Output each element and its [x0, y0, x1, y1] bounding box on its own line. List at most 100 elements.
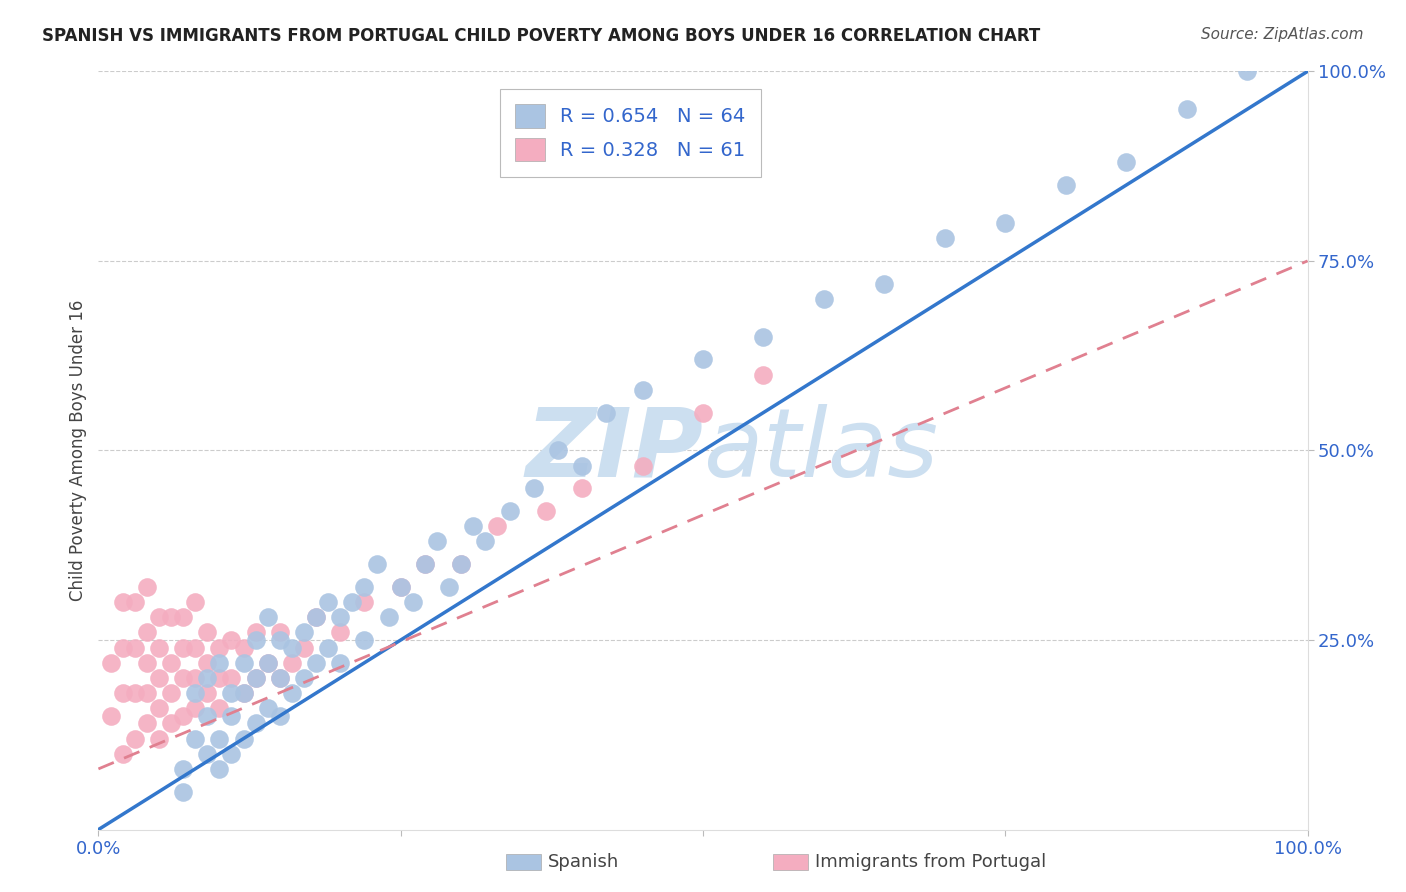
Point	[245, 625, 267, 640]
Point	[281, 686, 304, 700]
Point	[329, 625, 352, 640]
Point	[135, 686, 157, 700]
Point	[281, 640, 304, 655]
Point	[994, 216, 1017, 230]
Point	[353, 633, 375, 648]
Point	[100, 656, 122, 670]
Point	[208, 701, 231, 715]
Point	[353, 580, 375, 594]
Point	[195, 686, 218, 700]
Point	[232, 686, 254, 700]
Point	[195, 747, 218, 761]
Legend: R = 0.654   N = 64, R = 0.328   N = 61: R = 0.654 N = 64, R = 0.328 N = 61	[501, 88, 761, 177]
Point	[124, 640, 146, 655]
Point	[148, 671, 170, 685]
Point	[245, 716, 267, 731]
Point	[111, 686, 134, 700]
Point	[474, 534, 496, 549]
Point	[148, 640, 170, 655]
Point	[172, 610, 194, 624]
Point	[221, 671, 243, 685]
Point	[195, 708, 218, 723]
Point	[232, 656, 254, 670]
Point	[692, 405, 714, 420]
Point	[389, 580, 412, 594]
Point	[547, 443, 569, 458]
Point	[316, 640, 339, 655]
Point	[195, 656, 218, 670]
Text: ZIP: ZIP	[524, 404, 703, 497]
Point	[498, 504, 520, 518]
Point	[184, 595, 207, 609]
Point	[172, 708, 194, 723]
Point	[208, 671, 231, 685]
Point	[269, 633, 291, 648]
Point	[221, 708, 243, 723]
Point	[305, 610, 328, 624]
Point	[135, 580, 157, 594]
Point	[269, 625, 291, 640]
Point	[1054, 178, 1077, 193]
Point	[752, 368, 775, 382]
Point	[160, 686, 183, 700]
Point	[692, 352, 714, 367]
Point	[148, 731, 170, 746]
Point	[184, 671, 207, 685]
Text: SPANISH VS IMMIGRANTS FROM PORTUGAL CHILD POVERTY AMONG BOYS UNDER 16 CORRELATIO: SPANISH VS IMMIGRANTS FROM PORTUGAL CHIL…	[42, 27, 1040, 45]
Point	[208, 656, 231, 670]
Point	[124, 686, 146, 700]
Point	[232, 731, 254, 746]
Point	[100, 708, 122, 723]
Point	[571, 482, 593, 496]
Point	[172, 762, 194, 776]
Point	[221, 686, 243, 700]
Point	[221, 747, 243, 761]
Point	[111, 640, 134, 655]
Point	[256, 610, 278, 624]
Point	[184, 701, 207, 715]
Point	[523, 482, 546, 496]
Point	[813, 292, 835, 306]
Point	[221, 633, 243, 648]
Point	[256, 701, 278, 715]
Point	[245, 633, 267, 648]
Point	[413, 557, 436, 572]
Point	[245, 671, 267, 685]
Point	[269, 671, 291, 685]
Point	[208, 640, 231, 655]
Point	[437, 580, 460, 594]
Point	[329, 656, 352, 670]
Text: Spanish: Spanish	[548, 853, 620, 871]
Text: atlas: atlas	[703, 404, 938, 497]
Point	[1236, 64, 1258, 78]
Y-axis label: Child Poverty Among Boys Under 16: Child Poverty Among Boys Under 16	[69, 300, 87, 601]
Point	[631, 458, 654, 473]
Point	[281, 656, 304, 670]
Point	[184, 686, 207, 700]
Point	[232, 640, 254, 655]
Point	[305, 656, 328, 670]
Point	[752, 330, 775, 344]
Point	[534, 504, 557, 518]
Point	[135, 716, 157, 731]
Text: Source: ZipAtlas.com: Source: ZipAtlas.com	[1201, 27, 1364, 42]
Point	[353, 595, 375, 609]
Point	[208, 762, 231, 776]
Point	[450, 557, 472, 572]
Point	[111, 747, 134, 761]
Point	[316, 595, 339, 609]
Point	[366, 557, 388, 572]
Point	[172, 640, 194, 655]
Point	[1175, 103, 1198, 117]
Point	[256, 656, 278, 670]
Point	[269, 708, 291, 723]
Point	[160, 716, 183, 731]
Point	[124, 595, 146, 609]
Point	[934, 231, 956, 245]
Point	[111, 595, 134, 609]
Point	[873, 277, 896, 291]
Point	[208, 731, 231, 746]
Point	[402, 595, 425, 609]
Point	[269, 671, 291, 685]
Point	[172, 785, 194, 799]
